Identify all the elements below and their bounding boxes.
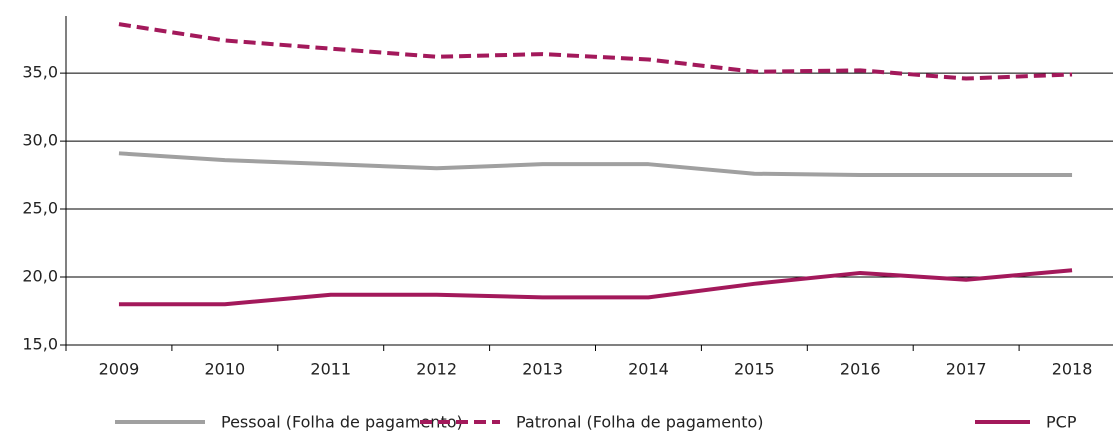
x-tick-label: 2014 <box>628 360 669 379</box>
y-tick-label: 30,0 <box>22 131 58 150</box>
x-tick-label: 2009 <box>99 360 140 379</box>
y-tick-label: 35,0 <box>22 63 58 82</box>
legend-label: PCP <box>1046 413 1077 432</box>
y-tick-label: 15,0 <box>22 335 58 354</box>
series-line <box>118 268 1073 307</box>
x-tick-label: 2012 <box>416 360 457 379</box>
x-tick-label: 2015 <box>734 360 775 379</box>
y-tick-label: 20,0 <box>22 267 58 286</box>
legend-label: Patronal (Folha de pagamento) <box>516 413 764 432</box>
series-line <box>118 151 1073 178</box>
x-tick-label: 2011 <box>310 360 351 379</box>
x-tick-label: 2010 <box>204 360 245 379</box>
x-tick-label: 2017 <box>946 360 987 379</box>
series-line <box>118 22 1073 81</box>
x-tick-label: 2016 <box>840 360 881 379</box>
x-tick-label: 2018 <box>1052 360 1093 379</box>
legend-label: Pessoal (Folha de pagamento) <box>221 413 463 432</box>
y-tick-label: 25,0 <box>22 199 58 218</box>
x-tick-label: 2013 <box>522 360 563 379</box>
